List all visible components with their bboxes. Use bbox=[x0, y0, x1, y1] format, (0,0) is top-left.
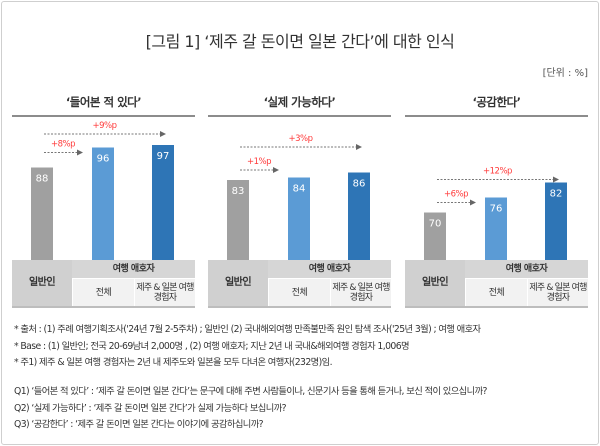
bar-plot: 88 96 97 +8%p +9%p bbox=[31, 121, 174, 260]
bar bbox=[545, 182, 567, 260]
label-line1: 제주 & 일본 여행 bbox=[332, 282, 390, 293]
chart-panel-1: ‘들어본 적 있다’ 88 96 97 +8%p +9%p 일반인 여행 애호자 전체 … bbox=[12, 90, 195, 308]
note-footnote: * 주1) 제주 & 일본 여행 경험자는 2년 내 제주도와 일본을 모두 다… bbox=[14, 357, 333, 368]
bar-value-label: 70 bbox=[429, 219, 442, 230]
bar bbox=[31, 167, 53, 260]
panel-title-divider bbox=[405, 115, 588, 117]
bar-value-label: 88 bbox=[36, 174, 49, 185]
bar bbox=[152, 145, 174, 260]
questions: Q1) ‘들어본 적 있다’ : ‘제주 갈 돈이면 일본 간다’는 문구에 대… bbox=[14, 384, 487, 434]
difference-label: +1%p bbox=[247, 157, 271, 167]
bar bbox=[227, 180, 249, 260]
category-table: 일반인 여행 애호자 전체 제주 & 일본 여행 경험자 bbox=[208, 260, 391, 308]
label-line2: 경험자 bbox=[546, 292, 570, 303]
panel-title: ‘실제 가능하다’ bbox=[263, 95, 336, 109]
question-1: Q1) ‘들어본 적 있다’ : ‘제주 갈 돈이면 일본 간다’는 문구에 대… bbox=[14, 386, 487, 397]
difference-label: +12%p bbox=[483, 167, 512, 177]
bar bbox=[348, 172, 370, 260]
category-jeju-japan: 제주 & 일본 여행 경험자 bbox=[135, 279, 195, 306]
bar-plot: 83 84 86 +1%p +3%p bbox=[227, 134, 370, 260]
panel-title: ‘공감한다’ bbox=[472, 95, 521, 109]
label-line1: 제주 & 일본 여행 bbox=[529, 282, 587, 293]
note-source: * 출처 : (1) 주례 여행기획조사('24년 7월 2-5주차) ; 일반… bbox=[14, 324, 481, 335]
label-line2: 경험자 bbox=[153, 292, 177, 303]
category-general: 일반인 bbox=[208, 260, 268, 306]
category-all: 전체 bbox=[73, 279, 134, 306]
bar bbox=[92, 147, 114, 260]
panel-title-divider bbox=[12, 115, 195, 117]
bar-value-label: 83 bbox=[232, 186, 245, 197]
category-general: 일반인 bbox=[405, 260, 465, 306]
bar-value-label: 96 bbox=[97, 154, 110, 165]
category-table: 일반인 여행 애호자 전체 제주 & 일본 여행 경험자 bbox=[12, 260, 195, 308]
difference-label: +3%p bbox=[288, 134, 312, 144]
bar-value-label: 97 bbox=[157, 151, 170, 162]
panel-title-divider bbox=[208, 115, 391, 117]
chart-panel-2: ‘실제 가능하다’ 83 84 86 +1%p +3%p 일반인 여행 애호자 전체 제… bbox=[208, 90, 391, 308]
bar-value-label: 76 bbox=[490, 204, 503, 215]
unit-label: [단위 : %] bbox=[542, 68, 588, 79]
note-base: * Base : (1) 일반인; 전국 20-69남녀 2,000명 , (2… bbox=[14, 340, 410, 352]
panel-title: ‘들어본 적 있다’ bbox=[65, 95, 142, 109]
bar-value-label: 82 bbox=[550, 189, 563, 200]
figure-title: [그림 1] ‘제주 갈 돈이면 일본 간다’에 대한 인식 bbox=[145, 32, 455, 51]
category-table: 일반인 여행 애호자 전체 제주 & 일본 여행 경험자 bbox=[405, 260, 588, 308]
chart-panel-3: ‘공감한다’ 70 76 82 +6%p +12%p 일반인 여행 애호자 전체 제주 … bbox=[405, 90, 588, 308]
notes: * 출처 : (1) 주례 여행기획조사('24년 7월 2-5주차) ; 일반… bbox=[14, 322, 481, 372]
difference-label: +9%p bbox=[92, 121, 116, 131]
category-group: 여행 애호자 bbox=[72, 260, 195, 278]
bar bbox=[424, 212, 446, 260]
bar-value-label: 86 bbox=[353, 179, 366, 190]
bar bbox=[485, 197, 507, 260]
difference-label: +8%p bbox=[51, 140, 75, 150]
category-general: 일반인 bbox=[12, 260, 72, 306]
question-2: Q2) ‘실제 가능하다’ : ‘제주 갈 돈이면 일본 간다’가 실제 가능하… bbox=[14, 402, 287, 414]
label-line2: 경험자 bbox=[349, 292, 373, 303]
difference-label: +6%p bbox=[444, 190, 468, 200]
category-group: 여행 애호자 bbox=[268, 260, 391, 278]
category-jeju-japan: 제주 & 일본 여행 경험자 bbox=[331, 279, 391, 306]
category-group: 여행 애호자 bbox=[465, 260, 588, 278]
label-line1: 제주 & 일본 여행 bbox=[136, 282, 194, 293]
category-all: 전체 bbox=[466, 279, 527, 306]
question-3: Q3) ‘공감한다’ : ‘제주 갈 돈이면 일본 간다는 이야기에 공감하십니… bbox=[14, 419, 264, 430]
bar-value-label: 84 bbox=[293, 184, 306, 195]
category-all: 전체 bbox=[269, 279, 330, 306]
bar bbox=[288, 177, 310, 260]
bar-plot: 70 76 82 +6%p +12%p bbox=[424, 167, 567, 260]
category-jeju-japan: 제주 & 일본 여행 경험자 bbox=[528, 279, 588, 306]
